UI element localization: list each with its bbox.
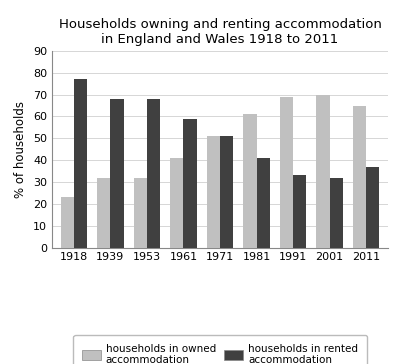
Bar bbox=[74, 79, 87, 248]
Bar bbox=[256, 158, 270, 248]
Bar bbox=[110, 99, 124, 248]
Bar bbox=[147, 99, 160, 248]
Bar bbox=[293, 175, 306, 248]
Bar bbox=[353, 106, 366, 248]
Bar bbox=[330, 178, 343, 248]
Y-axis label: % of households: % of households bbox=[14, 101, 28, 198]
Bar bbox=[280, 97, 293, 248]
Bar bbox=[243, 114, 256, 248]
Bar bbox=[366, 167, 379, 248]
Bar bbox=[97, 178, 110, 248]
Legend: households in owned
accommodation, households in rented
accommodation: households in owned accommodation, house… bbox=[74, 335, 366, 364]
Bar bbox=[184, 119, 197, 248]
Bar bbox=[170, 158, 184, 248]
Bar bbox=[134, 178, 147, 248]
Bar bbox=[207, 136, 220, 248]
Bar bbox=[316, 95, 330, 248]
Bar bbox=[61, 197, 74, 248]
Title: Households owning and renting accommodation
in England and Wales 1918 to 2011: Households owning and renting accommodat… bbox=[58, 17, 382, 46]
Bar bbox=[220, 136, 233, 248]
